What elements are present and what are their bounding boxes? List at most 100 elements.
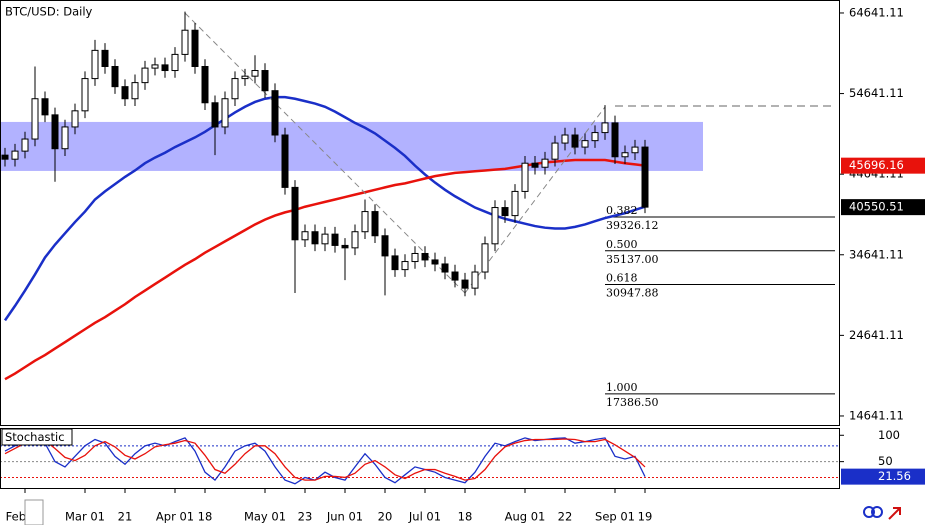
fib-ratio: 0.500	[606, 238, 638, 251]
main-panel-border	[0, 0, 840, 426]
candle-body	[11, 150, 19, 160]
candle-body	[481, 243, 489, 273]
candle-body	[561, 134, 569, 144]
candle-body	[201, 65, 209, 104]
fib-ratio: 1.000	[606, 381, 638, 394]
ma-price-box	[841, 157, 925, 174]
moving-average-line	[3, 95, 646, 322]
toolbar-icons	[863, 506, 901, 520]
candle-body	[411, 252, 419, 263]
stochastic-line	[4, 437, 646, 485]
y-tick-label: 24641.11	[849, 328, 904, 342]
stochastic-panel-border	[0, 428, 840, 489]
candle-body	[331, 233, 339, 246]
candle-body	[141, 67, 149, 84]
x-tick-label: Jul 01	[408, 510, 441, 524]
x-tick-label: Jun 01	[326, 510, 363, 524]
fib-trend-line	[184, 12, 466, 294]
chart-title: BTC/USD: Daily	[5, 5, 93, 19]
x-tick-label: 22	[558, 510, 573, 524]
candle-body	[321, 233, 329, 245]
candle-body	[601, 122, 609, 134]
x-tick-label: Apr 01	[156, 510, 194, 524]
candle-body	[451, 271, 459, 281]
x-tick-label: Sep 01	[595, 510, 635, 524]
stochastic-title-box	[1, 428, 73, 446]
candle-body	[351, 231, 359, 249]
arrow-icon[interactable]	[888, 507, 901, 520]
ma-price-label: 45696.16	[849, 158, 904, 172]
stochastic-title: Stochastic	[5, 430, 65, 444]
candle-body	[291, 186, 299, 241]
current-price-label: 40550.51	[849, 200, 904, 214]
y-tick-label: 54641.11	[849, 86, 904, 100]
candle-body	[181, 29, 189, 55]
fib-price: 17386.50	[606, 396, 659, 409]
candle-body	[631, 146, 639, 154]
x-tick-label: 19	[638, 510, 653, 524]
support-resistance-zone	[0, 121, 703, 171]
stochastic-line	[4, 438, 646, 481]
candle-body	[611, 122, 619, 158]
candle-body	[171, 53, 179, 72]
candle-body	[641, 146, 649, 208]
front-layer: 0.382 39326.12 0.500 35137.00 0.618 30947.88 1…	[1, 5, 925, 524]
link-icon[interactable]	[863, 506, 875, 518]
x-tick-label: 18	[198, 510, 213, 524]
candle-body	[301, 231, 309, 241]
candle-body	[261, 70, 269, 92]
candle-body	[241, 75, 249, 80]
y-tick-label: 14641.11	[849, 408, 904, 422]
candle-body	[31, 98, 39, 140]
candle-body	[541, 158, 549, 168]
candle-body	[101, 49, 109, 67]
x-tick-label: 18	[458, 510, 473, 524]
stochastic-value-box	[841, 468, 925, 485]
candle-body	[441, 263, 449, 273]
candle-body	[91, 49, 99, 80]
candle-body	[431, 259, 439, 265]
candle-body	[381, 235, 389, 257]
candle-body	[471, 271, 479, 289]
candle-body	[621, 152, 629, 158]
candle-body	[41, 98, 49, 116]
candle-body	[251, 70, 259, 77]
x-tick-label: Mar 01	[65, 510, 105, 524]
candle-body	[211, 102, 219, 128]
candle-body	[71, 110, 79, 128]
candle-body	[361, 211, 369, 233]
x-tick-label: 20	[378, 510, 393, 524]
fib-ratio: 0.618	[606, 272, 638, 285]
stochastic-tick-label: 50	[878, 454, 893, 468]
link-icon[interactable]	[871, 506, 883, 518]
candle-body	[461, 279, 469, 289]
candle-body	[531, 162, 539, 168]
fib-price: 35137.00	[606, 253, 659, 266]
candle-body	[341, 244, 349, 249]
fib-price: 39326.12	[606, 219, 659, 232]
candle-body	[591, 132, 599, 142]
fib-ratio: 0.382	[606, 204, 638, 217]
y-tick-label: 64641.11	[849, 5, 904, 19]
candle-body	[491, 207, 499, 245]
candle-body	[81, 78, 89, 112]
stochastic-value-label: 21.56	[878, 469, 911, 483]
candle-body	[271, 90, 279, 136]
candle-body	[21, 138, 29, 152]
candle-body	[311, 231, 319, 245]
candle-body	[571, 134, 579, 148]
y-tick-label: 34641.11	[849, 247, 904, 261]
candle-body	[281, 134, 289, 188]
candle-body	[511, 190, 519, 217]
scroll-box	[24, 499, 44, 525]
fib-price: 30947.88	[606, 287, 659, 300]
title-background	[2, 3, 90, 20]
candle-body	[421, 252, 429, 261]
fib-trend-line	[464, 106, 606, 294]
x-tick-label: May 01	[244, 510, 286, 524]
x-tick-label: 23	[298, 510, 313, 524]
candle-body	[161, 64, 169, 72]
candle-body	[371, 211, 379, 237]
